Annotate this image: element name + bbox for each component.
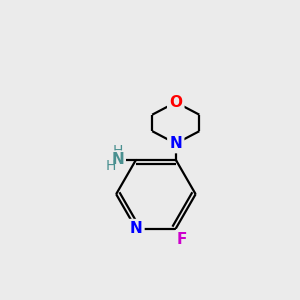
Text: H: H	[112, 145, 123, 158]
Text: N: N	[130, 221, 142, 236]
Text: N: N	[111, 152, 124, 167]
Text: H: H	[105, 159, 116, 173]
Text: F: F	[177, 232, 187, 247]
Text: N: N	[169, 136, 182, 151]
Text: O: O	[169, 95, 182, 110]
